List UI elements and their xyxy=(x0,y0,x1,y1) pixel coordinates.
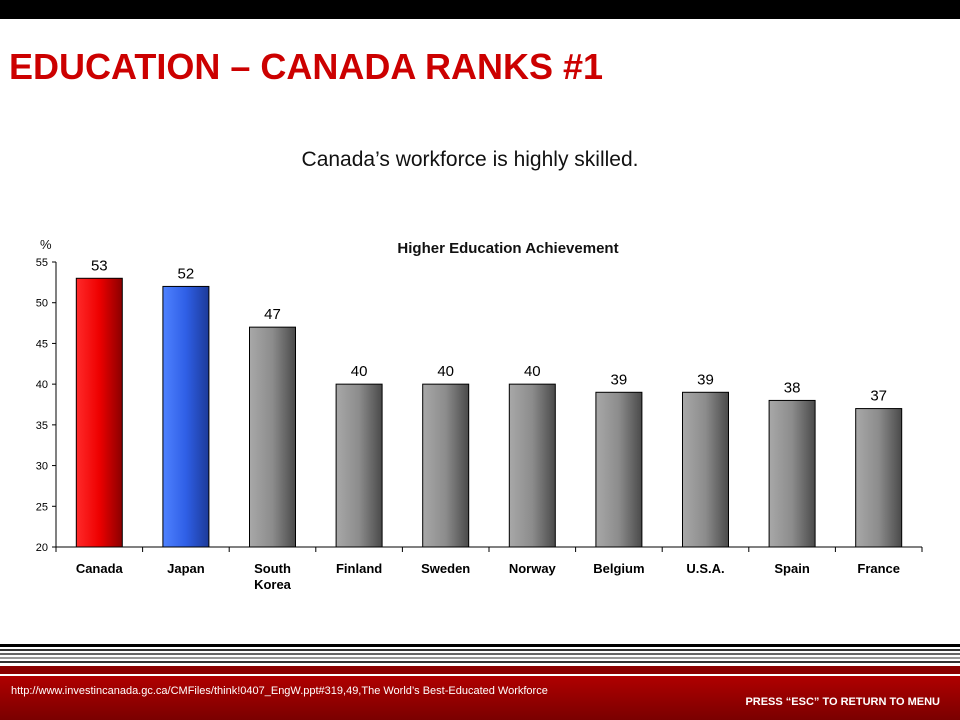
x-tick-label-south-korea: South xyxy=(254,561,291,576)
x-tick-label-finland: Finland xyxy=(336,561,382,576)
y-tick-label: 50 xyxy=(36,298,48,310)
y-tick-label: 55 xyxy=(36,257,48,269)
bar-canada xyxy=(75,277,123,548)
data-label-sweden: 40 xyxy=(437,363,454,380)
esc-note: PRESS “ESC” TO RETURN TO MENU xyxy=(745,696,940,708)
bar-france xyxy=(855,408,903,548)
data-label-south-korea: 47 xyxy=(264,306,281,323)
x-tick-label-south-korea: Korea xyxy=(254,577,292,592)
bar-sweden xyxy=(422,383,470,548)
y-tick-label: 25 xyxy=(36,501,48,513)
data-label-spain: 38 xyxy=(784,379,801,396)
y-tick-label: 30 xyxy=(36,461,48,473)
bar-u-s-a xyxy=(682,391,729,548)
data-label-canada: 53 xyxy=(91,257,108,274)
x-tick-label-spain: Spain xyxy=(774,561,809,576)
footer: http://www.investincanada.gc.ca/CMFiles/… xyxy=(0,676,960,720)
bar-japan xyxy=(162,285,210,548)
data-labels: 53 52 47 40 40 40 39 39 38 37 xyxy=(91,257,887,404)
slide-subtitle: Canada’s workforce is highly skilled. xyxy=(301,148,639,171)
y-tick-label: 20 xyxy=(36,542,48,554)
data-label-norway: 40 xyxy=(524,363,541,380)
x-tick-label-u-s-a: U.S.A. xyxy=(686,561,724,576)
y-tick-label: 45 xyxy=(36,338,48,350)
x-tick-label-france: France xyxy=(857,561,900,576)
slide-title: EDUCATION – CANADA RANKS #1 xyxy=(9,46,604,87)
bar-finland xyxy=(335,383,383,548)
x-tick-label-norway: Norway xyxy=(509,561,557,576)
source-link[interactable]: http://www.investincanada.gc.ca/CMFiles/… xyxy=(11,685,548,697)
y-tick-label: 40 xyxy=(36,379,48,391)
bars xyxy=(75,277,903,548)
x-tick-label-sweden: Sweden xyxy=(421,561,470,576)
bar-chart: Higher Education Achievement % 20 25 30 35 4… xyxy=(36,237,923,592)
data-label-finland: 40 xyxy=(351,363,368,380)
bar-belgium xyxy=(595,391,643,548)
bar-south-korea xyxy=(249,326,296,548)
chart-title: Higher Education Achievement xyxy=(397,240,618,257)
y-axis-label: % xyxy=(40,237,52,252)
y-tick-label: 35 xyxy=(36,420,48,432)
data-label-belgium: 39 xyxy=(611,371,628,388)
bar-spain xyxy=(768,399,816,548)
data-label-france: 37 xyxy=(870,388,887,405)
top-bar xyxy=(0,0,960,19)
x-tick-label-belgium: Belgium xyxy=(593,561,644,576)
data-label-japan: 52 xyxy=(178,265,195,282)
data-label-u-s-a: 39 xyxy=(697,371,714,388)
footer-stripes xyxy=(0,644,960,674)
x-tick-label-canada: Canada xyxy=(76,561,124,576)
bar-norway xyxy=(508,383,556,548)
x-tick-label-japan: Japan xyxy=(167,561,205,576)
